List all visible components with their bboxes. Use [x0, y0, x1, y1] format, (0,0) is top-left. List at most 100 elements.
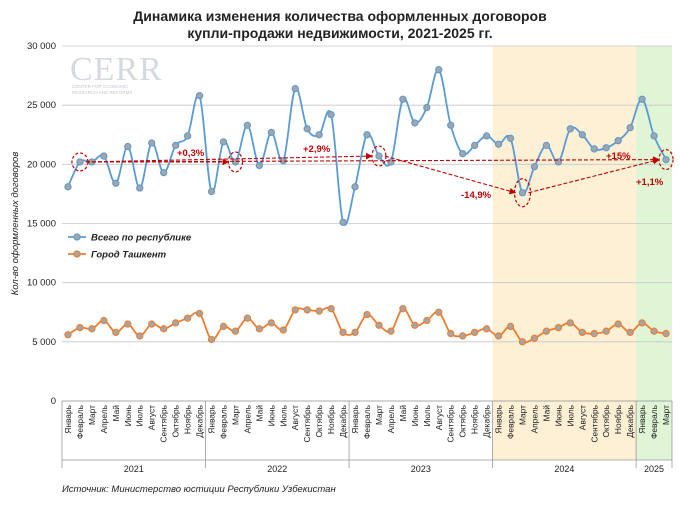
data-point-tashkent	[195, 309, 204, 318]
x-tick-label: Март	[374, 405, 384, 425]
data-point-tashkent	[530, 334, 539, 342]
data-point-tashkent	[554, 323, 563, 332]
x-tick-label: Февраль	[649, 404, 659, 439]
x-tick-label: Ноябрь	[470, 404, 480, 434]
data-point-tashkent	[243, 314, 252, 322]
x-tick-label: Март	[661, 405, 671, 425]
x-tick-label: Январь	[63, 404, 73, 433]
logo-subtitle-line: CENTER FOR ECONOMIC	[72, 84, 129, 89]
data-point-republic	[315, 131, 323, 139]
data-point-republic	[148, 139, 156, 147]
annotation-label: +15%	[606, 151, 631, 162]
data-point-tashkent	[626, 328, 634, 337]
legend-label: Всего по республике	[91, 233, 192, 244]
data-point-republic	[267, 128, 275, 137]
x-tick-label: Октябрь	[314, 404, 324, 437]
annotation-label: +0,3%	[177, 148, 205, 159]
data-point-republic	[136, 184, 144, 192]
data-point-tashkent	[638, 319, 646, 327]
data-point-tashkent	[542, 327, 551, 335]
data-point-republic	[351, 183, 359, 191]
data-point-republic	[387, 158, 395, 166]
chart-title-line1: Динамика изменения количества оформленны…	[133, 8, 547, 24]
data-point-republic	[100, 152, 108, 160]
x-tick-label: Ноябрь	[326, 404, 336, 434]
data-point-tashkent	[351, 328, 359, 337]
data-point-tashkent	[64, 331, 72, 339]
data-point-tashkent	[327, 305, 335, 313]
data-point-republic	[160, 168, 168, 177]
data-point-republic	[327, 110, 335, 119]
legend-marker	[73, 250, 81, 258]
data-point-republic	[494, 140, 503, 148]
data-point-republic	[662, 155, 670, 164]
data-point-tashkent	[207, 335, 216, 344]
highlight-band-0	[492, 46, 637, 460]
x-tick-label: Сентябрь	[302, 404, 312, 442]
data-point-tashkent	[482, 325, 491, 333]
year-label: 2022	[267, 464, 287, 474]
x-tick-label: Декабрь	[195, 404, 205, 437]
year-label: 2023	[411, 464, 431, 474]
data-point-tashkent	[506, 322, 515, 331]
data-point-tashkent	[590, 329, 598, 338]
data-point-tashkent	[375, 321, 383, 329]
data-point-tashkent	[291, 306, 299, 314]
data-point-tashkent	[435, 308, 443, 316]
data-point-republic	[566, 125, 574, 133]
data-point-tashkent	[447, 329, 455, 338]
x-tick-label: Октябрь	[458, 404, 468, 437]
x-tick-label: Июнь	[123, 404, 133, 426]
data-point-republic	[219, 138, 228, 146]
data-point-tashkent	[136, 332, 144, 340]
data-point-tashkent	[578, 328, 586, 337]
y-tick-label: 5 000	[32, 337, 56, 348]
x-tick-label: Май	[254, 405, 264, 422]
data-point-republic	[243, 121, 252, 129]
data-point-tashkent	[494, 332, 503, 340]
data-point-tashkent	[411, 321, 419, 329]
data-point-tashkent	[459, 332, 467, 340]
x-tick-label: Ноябрь	[183, 404, 193, 434]
logo-subtitle-line: RESEARCH AND REFORMS	[72, 90, 133, 95]
series-line-republic	[67, 68, 667, 226]
data-point-republic	[470, 141, 479, 150]
data-point-tashkent	[518, 338, 527, 346]
data-point-republic	[291, 84, 299, 93]
data-point-republic	[231, 158, 240, 166]
x-tick-label: Февраль	[218, 404, 228, 439]
x-tick-label: Апрель	[99, 404, 109, 433]
y-tick-label: 15 000	[27, 219, 56, 230]
x-tick-label: Март	[87, 405, 97, 425]
data-point-republic	[638, 95, 646, 103]
x-tick-label: Апрель	[529, 404, 539, 433]
legend-label: Город Ташкент	[91, 250, 167, 261]
data-point-tashkent	[148, 320, 156, 328]
x-tick-label: Май	[398, 405, 408, 422]
chart-title-line2: купли-продажи недвижимости, 2021-2025 гг…	[187, 25, 493, 41]
data-point-republic	[363, 131, 371, 139]
data-point-republic	[255, 161, 264, 170]
data-point-republic	[447, 121, 455, 129]
x-tick-label: Март	[517, 405, 527, 425]
y-tick-label: 10 000	[27, 278, 56, 289]
data-point-republic	[459, 150, 467, 158]
data-point-tashkent	[183, 314, 192, 322]
x-tick-label: Февраль	[506, 404, 516, 439]
data-point-tashkent	[339, 328, 347, 337]
data-point-republic	[303, 125, 311, 133]
x-tick-label: Июль	[565, 404, 575, 426]
data-point-tashkent	[566, 319, 574, 327]
data-point-republic	[590, 145, 598, 153]
data-point-republic	[626, 124, 634, 132]
y-axis-label: Кол-во оформленных договоров	[10, 152, 21, 296]
x-tick-label: Май	[541, 405, 551, 422]
data-point-republic	[602, 144, 610, 152]
data-point-republic	[578, 131, 586, 139]
data-point-tashkent	[100, 316, 108, 325]
data-point-tashkent	[602, 327, 610, 335]
x-tick-label: Октябрь	[171, 404, 181, 437]
data-point-republic	[530, 163, 539, 171]
data-point-tashkent	[76, 323, 84, 332]
source-note: Источник: Министерство юстиции Республик…	[62, 484, 336, 495]
